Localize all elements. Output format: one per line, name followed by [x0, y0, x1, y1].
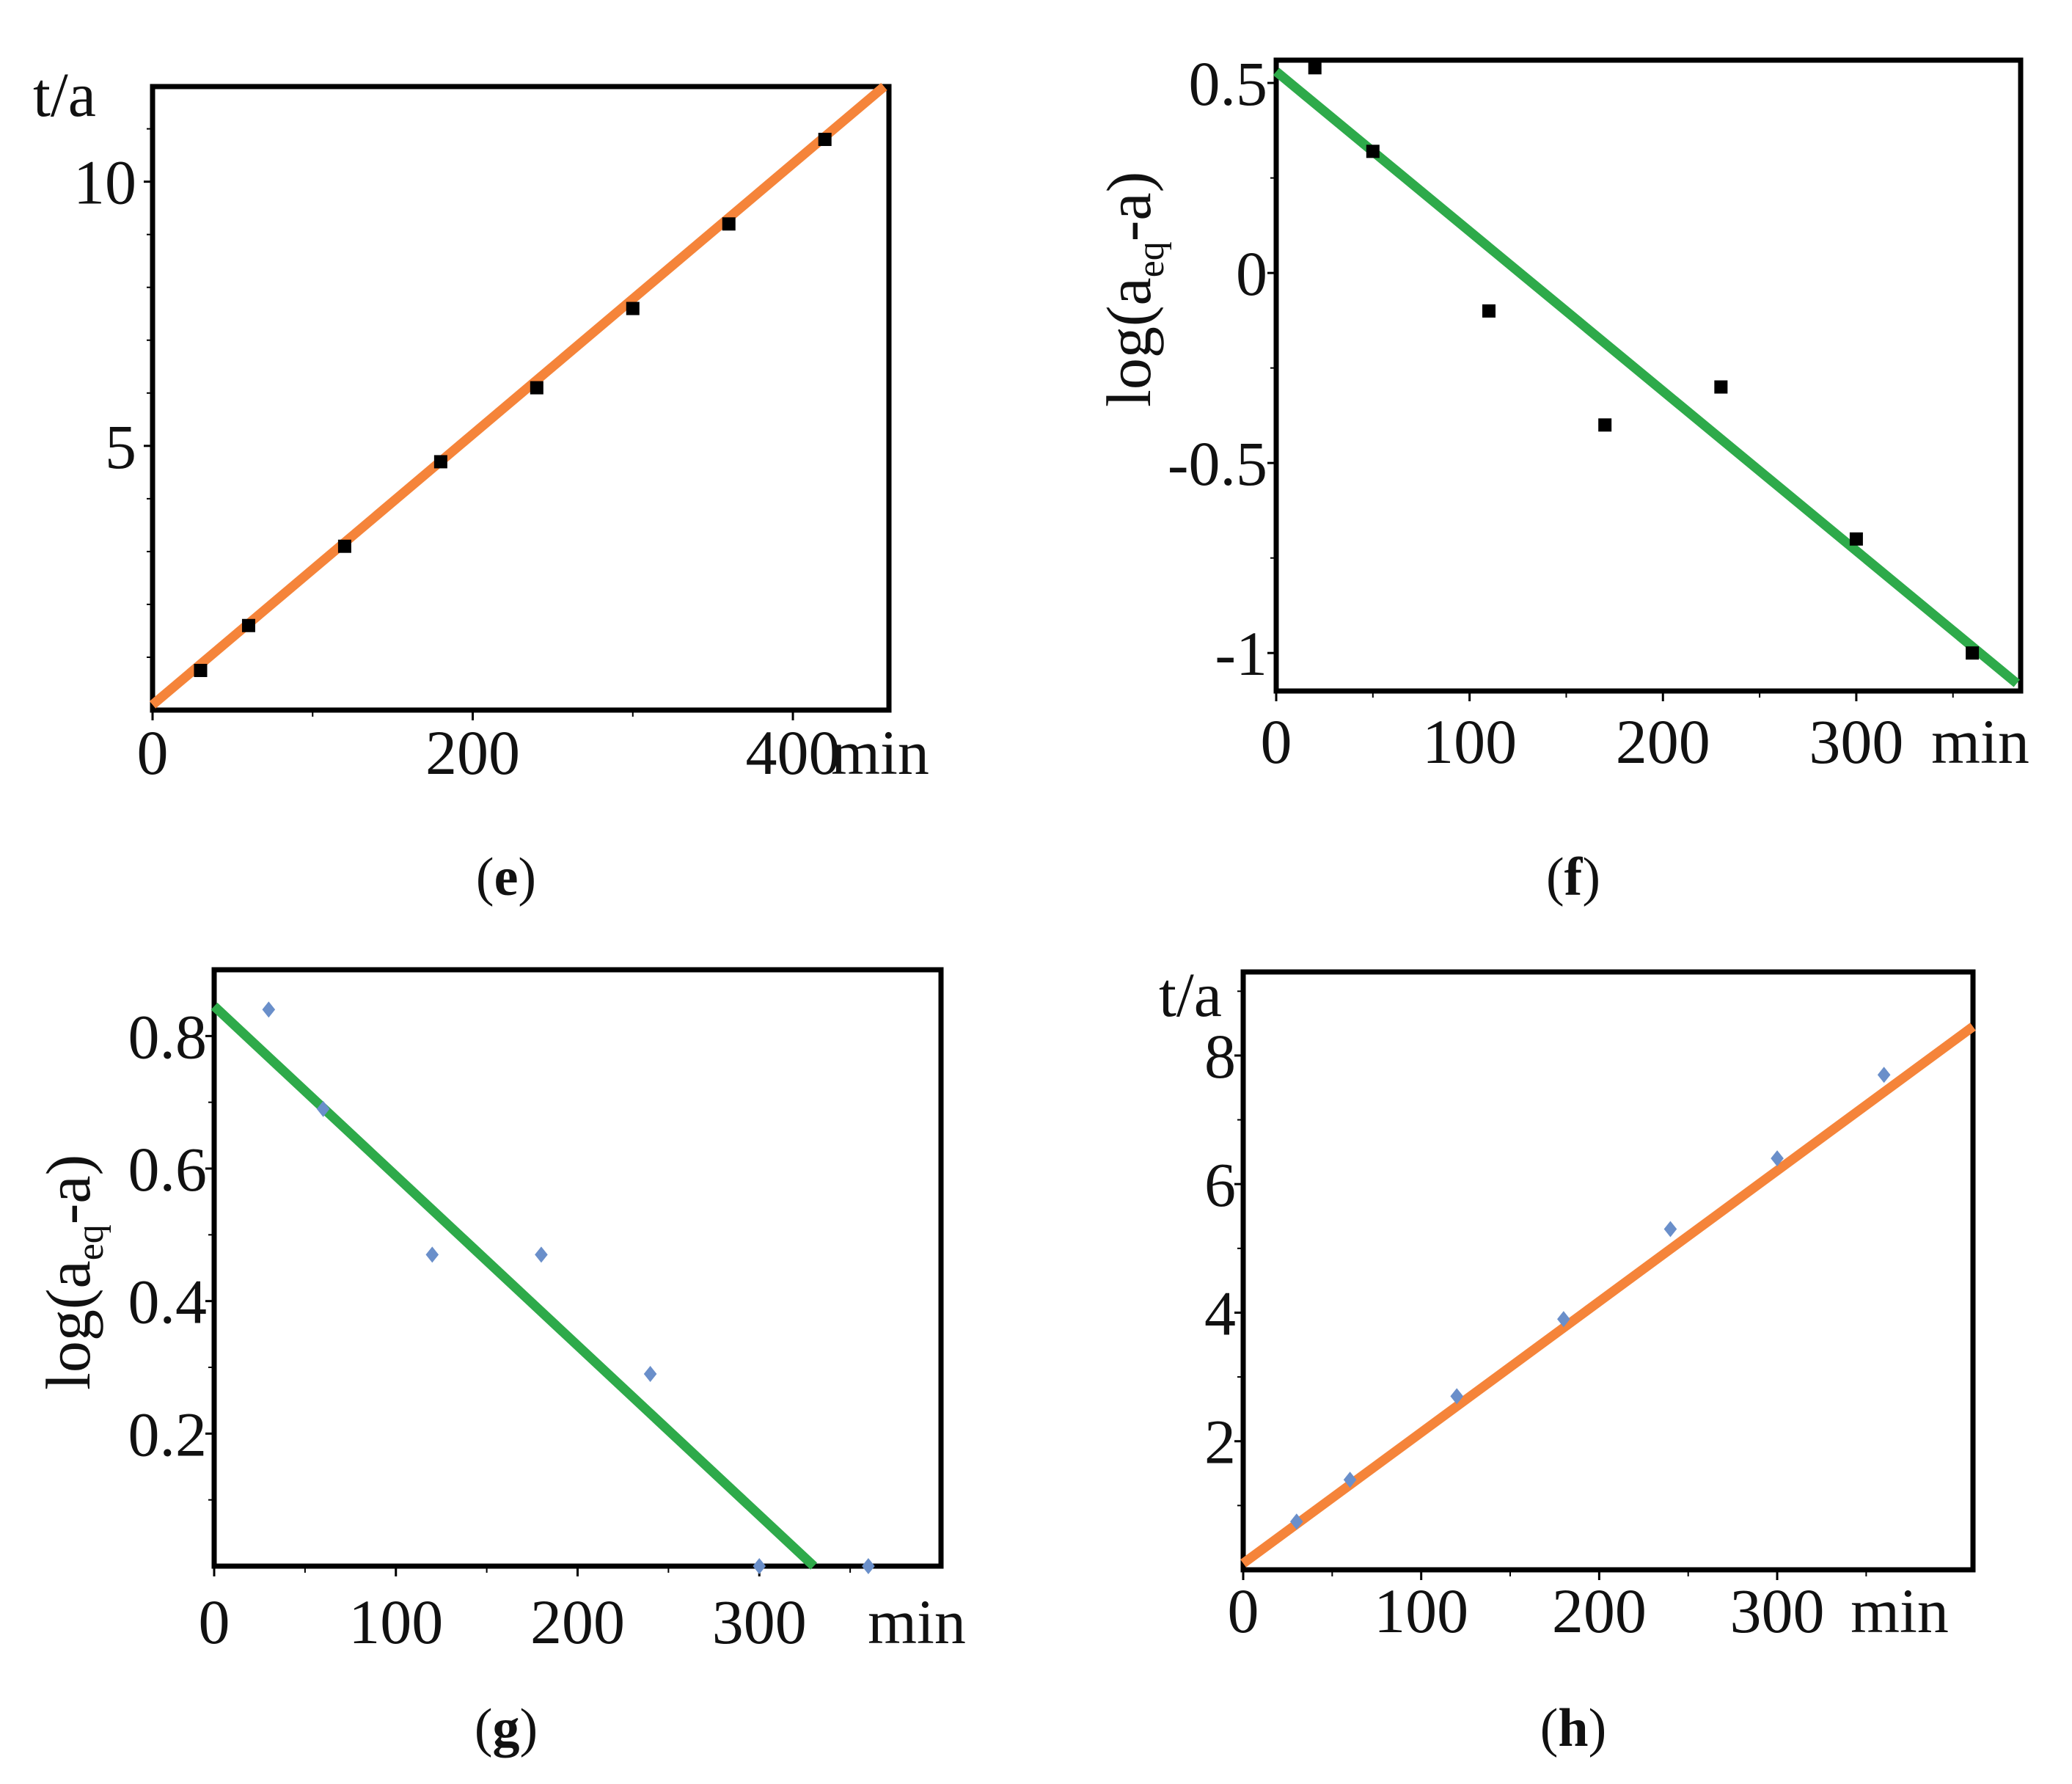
panel-e-data-point: [530, 381, 543, 395]
panel-g-y-axis-label: log(aeq-a): [33, 1155, 111, 1390]
panel-f-caption: (f): [1546, 847, 1600, 907]
panel-e-caption: (e): [476, 847, 536, 907]
panel-e-data-point: [241, 618, 255, 632]
panel-h-y-axis-label: t/a: [1159, 959, 1222, 1030]
panel-f-x-axis-unit: min: [1931, 706, 2029, 777]
panel-e-y-tick-label: 10: [73, 147, 136, 218]
panel-f-data-point: [1598, 418, 1612, 432]
panel-e-y-tick-label: 5: [105, 412, 136, 482]
panel-h-x-axis-unit: min: [1850, 1576, 1949, 1646]
panel-g-fit-line: [211, 1002, 818, 1570]
panel-f-plot: 0 100 200 300 0.5 0 -0.5 -1: [1168, 48, 2024, 777]
panel-e-x-axis-unit: min: [831, 717, 929, 788]
panel-g-data-point: [753, 1558, 766, 1574]
panel-e-y-axis-label: t/a: [33, 59, 96, 130]
panel-h-x-tick-label: 0: [1228, 1576, 1259, 1646]
panel-h-data-point: [1290, 1513, 1303, 1530]
panel-f-x-tick-label: 300: [1809, 706, 1903, 777]
panel-g: 0 100 200 300 0.2 0.4 0.6 0.8 log(aeq-a) min (g…: [33, 967, 966, 1758]
panel-f: 0 100 200 300 0.5 0 -0.5 -1 log(aeq-a) min (f): [1094, 48, 2029, 907]
panel-g-plot: 0 100 200 300 0.2 0.4 0.6 0.8: [128, 967, 944, 1657]
panel-h: 0 100 200 300 2 4 6 8 t/a min (h): [1159, 959, 1976, 1758]
panel-g-data-point: [535, 1246, 548, 1263]
panel-g-data-point: [316, 1100, 330, 1117]
panel-e-x-tick-label: 0: [137, 717, 169, 788]
panel-e-x-tick-label: 400: [746, 717, 841, 788]
panel-e-data-point: [337, 539, 351, 553]
panel-h-fit-line: [1240, 1023, 1976, 1568]
panel-e-data-point: [433, 455, 447, 469]
panel-f-data-point: [1849, 532, 1863, 546]
panel-f-y-tick-label: 0: [1236, 238, 1267, 309]
panel-f-x-tick-label: 0: [1261, 706, 1292, 777]
panel-f-data-point: [1966, 646, 1980, 660]
panel-h-data-point: [1450, 1388, 1464, 1405]
panel-e: 0 200 400 5 10 t/a min (e): [33, 59, 929, 907]
panel-h-data-point: [1663, 1221, 1677, 1238]
panel-h-frame: [1240, 969, 1976, 1573]
panel-f-data-point: [1308, 61, 1322, 75]
panel-h-x-tick-label: 200: [1552, 1576, 1647, 1646]
panel-g-data-point: [425, 1246, 439, 1263]
panel-f-fit-line: [1273, 67, 2020, 687]
panel-f-y-axis-label: log(aeq-a): [1094, 172, 1172, 407]
panel-h-y-tick-label: 8: [1204, 1021, 1236, 1092]
panel-e-data-point: [818, 133, 832, 147]
panel-h-y-tick-label: 2: [1204, 1407, 1236, 1477]
panel-h-plot: 0 100 200 300 2 4 6 8: [1204, 969, 1976, 1646]
panel-g-x-tick-label: 0: [199, 1587, 230, 1657]
panel-e-x-tick-label: 200: [425, 717, 520, 788]
panel-h-x-tick-label: 100: [1374, 1576, 1468, 1646]
panel-h-x-tick-label: 300: [1730, 1576, 1825, 1646]
panel-f-data-point: [1714, 380, 1728, 394]
panel-e-fit-line: [149, 83, 887, 709]
panel-g-y-tick-label: 0.6: [128, 1134, 208, 1204]
panel-f-frame: [1273, 57, 2024, 694]
panel-f-y-tick-label: -1: [1215, 618, 1267, 689]
panel-h-data-point: [1343, 1472, 1357, 1488]
panel-h-data-point: [1557, 1311, 1570, 1328]
panel-g-y-tick-label: 0.2: [128, 1399, 208, 1469]
panel-h-y-tick-label: 4: [1204, 1278, 1236, 1348]
panel-h-caption: (h): [1540, 1698, 1606, 1758]
panel-g-data-point: [862, 1558, 875, 1574]
panel-f-data-point: [1482, 304, 1496, 318]
panel-f-y-tick-label: -0.5: [1168, 428, 1267, 499]
panel-g-y-tick-label: 0.4: [128, 1267, 208, 1337]
panel-e-data-point: [722, 217, 736, 231]
panel-h-data-point: [1877, 1067, 1891, 1083]
panel-g-data-point: [643, 1366, 657, 1383]
panel-h-y-tick-label: 6: [1204, 1149, 1236, 1220]
panel-e-data-point: [626, 301, 640, 315]
panel-e-data-point: [194, 663, 208, 677]
panel-g-x-tick-label: 100: [348, 1587, 443, 1657]
panel-g-data-point: [262, 1001, 276, 1018]
panel-g-x-tick-label: 200: [530, 1587, 625, 1657]
panel-e-plot: 0 200 400 5 10: [73, 83, 892, 788]
panel-f-data-point: [1366, 145, 1380, 158]
panel-g-x-axis-unit: min: [868, 1587, 966, 1657]
panel-h-data-point: [1771, 1150, 1784, 1167]
panel-g-caption: (g): [475, 1698, 538, 1758]
panel-g-y-tick-label: 0.8: [128, 1001, 208, 1072]
panel-e-frame: [150, 84, 892, 713]
panel-g-x-tick-label: 300: [712, 1587, 807, 1657]
panel-f-x-tick-label: 100: [1422, 706, 1517, 777]
panel-f-x-tick-label: 200: [1616, 706, 1710, 777]
panel-f-y-tick-label: 0.5: [1189, 48, 1268, 119]
